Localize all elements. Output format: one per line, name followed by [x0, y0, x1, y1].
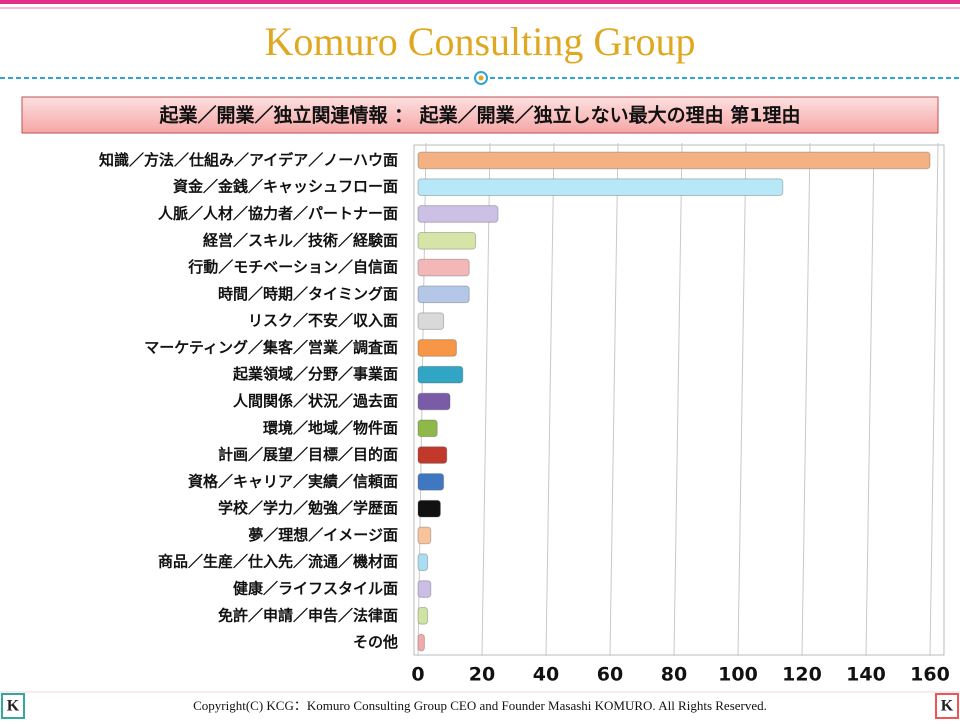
y-tick-label: 夢／理想／イメージ面 — [248, 526, 398, 544]
copyright: Copyright(C) KCG：Komuro Consulting Group… — [193, 698, 767, 713]
divider-ornament — [478, 75, 484, 81]
x-tick-label: 140 — [846, 664, 886, 686]
y-tick-label: 資格／キャリア／実績／信頼面 — [188, 472, 398, 490]
grid-line — [609, 142, 619, 657]
logo-frame — [935, 693, 959, 719]
x-tick-label: 0 — [411, 664, 424, 686]
x-tick-label: 100 — [718, 664, 758, 686]
y-tick-label: 行動／モチベーション／自信面 — [187, 258, 398, 276]
y-tick-label: マーケティング／集客／営業／調査面 — [144, 338, 398, 356]
x-tick-label: 60 — [597, 664, 623, 686]
logo: K — [7, 698, 20, 715]
bar — [417, 285, 470, 304]
chart: 0 20 40 60 80 100 120 140 160 知識／方法／仕組み／アイデア／ノーハウ… — [99, 142, 950, 686]
y-tick-label: 知識／方法／仕組み／アイデア／ノーハウ面 — [99, 151, 398, 169]
bar — [417, 419, 438, 438]
y-tick-label: 起業領域／分野／事業面 — [232, 365, 398, 383]
bar — [417, 365, 464, 384]
grid-line — [673, 142, 683, 657]
bar — [417, 473, 445, 491]
grid-line — [737, 142, 747, 657]
y-tick-label: 学校／学力／勉強／学歴面 — [218, 499, 398, 517]
bar — [417, 553, 429, 572]
plot-area — [413, 144, 945, 656]
grid-line — [545, 142, 555, 657]
y-tick-label: 人間関係／状況／過去面 — [233, 392, 398, 410]
footer-band — [0, 690, 960, 720]
x-tick-label: 80 — [661, 664, 687, 686]
y-tick-label: 経営／スキル／技術／経験面 — [203, 231, 398, 249]
x-tick-label: 160 — [910, 664, 950, 686]
bar — [417, 392, 451, 411]
y-tick-label: 商品／生産／仕入先／流通／機材面 — [158, 553, 398, 571]
subtitle-box — [21, 96, 939, 134]
bar — [417, 205, 499, 223]
logo: K — [941, 698, 954, 715]
y-tick-label: 人脈／人材／協力者／パートナー面 — [158, 204, 398, 222]
y-tick-label: その他 — [353, 633, 398, 651]
bar — [417, 580, 432, 598]
bar — [417, 312, 445, 330]
y-tick-label: 環境／地域／物件面 — [263, 419, 398, 437]
bar — [417, 526, 432, 545]
grid-line — [801, 142, 811, 657]
bar — [417, 446, 448, 464]
bar — [417, 633, 425, 652]
bar — [417, 499, 441, 518]
y-tick-label: 計画／展望／目標／目的面 — [218, 446, 398, 464]
x-tick-label: 120 — [782, 664, 822, 686]
subtitle: 起業／開業／独立関連情報 ： 起業／開業／独立しない最大の理由 第1理由 — [158, 104, 800, 127]
y-tick-label: 時間／時期／タイミング面 — [218, 285, 398, 303]
y-tick-label: 健康／ライフスタイル面 — [233, 580, 398, 598]
logo-frame — [1, 693, 25, 719]
x-tick-label: 40 — [533, 664, 559, 686]
bar — [417, 258, 470, 277]
top-band — [0, 0, 960, 4]
grid-line — [481, 142, 491, 657]
x-tick-label: 20 — [469, 664, 495, 686]
bar — [417, 339, 457, 357]
y-tick-label: リスク／不安／収入面 — [248, 312, 398, 330]
y-tick-label: 免許／申請／申告／法律面 — [218, 606, 398, 624]
grid-line — [865, 142, 875, 657]
bar — [417, 231, 477, 250]
y-tick-label: 資金／金銭／キャッシュフロー面 — [173, 178, 398, 196]
bar — [417, 607, 429, 625]
title: Komuro Consulting Group — [264, 19, 695, 64]
bar — [417, 151, 931, 170]
grid-line — [929, 142, 939, 657]
bar — [417, 178, 784, 196]
